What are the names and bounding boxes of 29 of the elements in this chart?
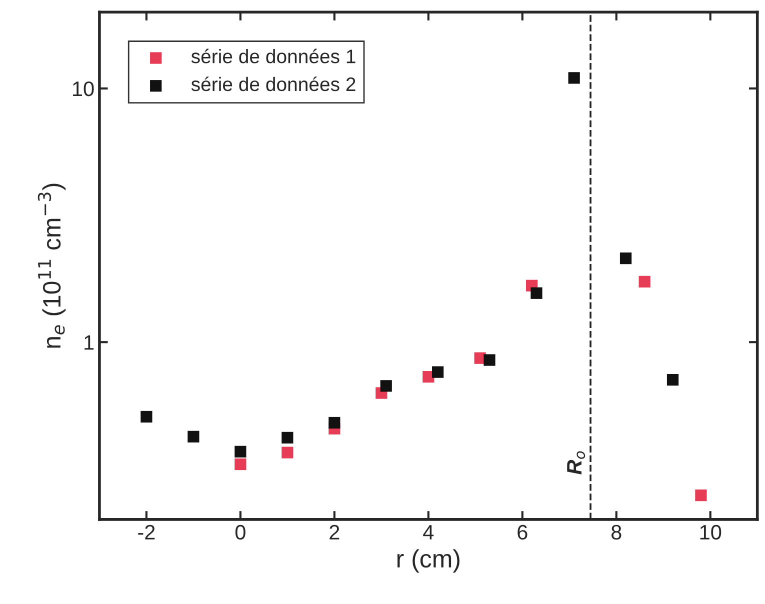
point [484, 354, 496, 366]
x-tick-label: 2 [330, 524, 340, 540]
point [620, 252, 632, 264]
x-tick-label: 0 [235, 524, 246, 540]
y-tick-label: 1 [84, 335, 94, 350]
x-tick-label: 8 [611, 524, 622, 540]
legend-label: série de données 1 [191, 48, 356, 64]
point [380, 380, 392, 392]
point [282, 446, 294, 458]
point [530, 287, 542, 299]
point [282, 432, 294, 444]
point [666, 374, 679, 386]
point [568, 72, 580, 84]
point [234, 458, 246, 470]
point [188, 430, 200, 442]
point [140, 410, 152, 423]
x-tick-label: 6 [518, 524, 528, 540]
y-axis-title: n$_{e}$ (10$^{11}$ cm$^{−3}$) [38, 184, 66, 348]
x-tick-label: 10 [700, 524, 722, 540]
point [328, 416, 340, 429]
ref-line-label: R$_{o}$ [567, 451, 586, 474]
point [638, 276, 650, 288]
point [234, 446, 246, 458]
x-axis-title: r (cm) [397, 549, 460, 573]
x-tick-label: 4 [423, 525, 434, 540]
legend-label: série de données 2 [191, 76, 356, 92]
x-tick-label: -2 [138, 524, 155, 540]
point [695, 489, 707, 502]
point [432, 366, 444, 378]
